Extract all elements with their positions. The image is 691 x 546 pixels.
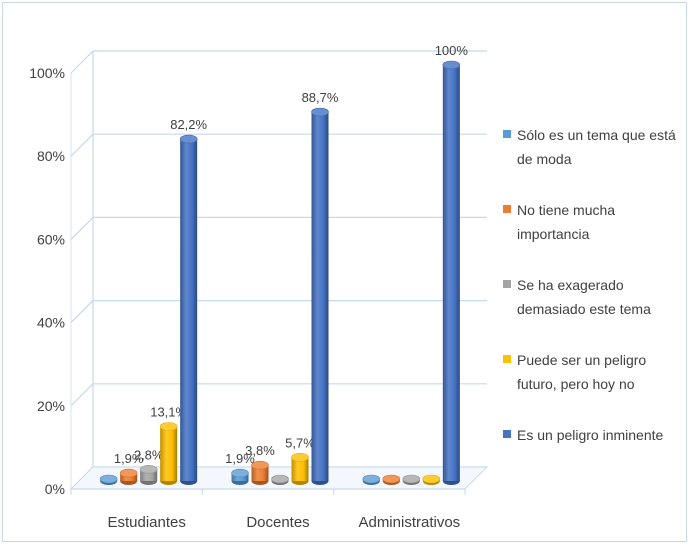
data-label: 88,7% <box>302 90 339 105</box>
legend-item: Se ha exagerado demasiado este tema <box>503 273 683 348</box>
y-tick-label: 80% <box>37 148 65 164</box>
data-label: 100% <box>435 43 469 58</box>
bar <box>160 426 178 481</box>
bar-top <box>99 474 118 484</box>
gridline-side <box>70 383 94 407</box>
bar-top <box>231 468 249 478</box>
legend-swatch <box>503 280 511 288</box>
chart-legend: Sólo es un tema que está de moda No tien… <box>503 123 683 498</box>
bar-top <box>119 468 138 478</box>
bar <box>442 65 460 481</box>
bar-top <box>442 60 461 70</box>
data-label: 1,9% <box>225 451 255 466</box>
y-tick-label: 20% <box>37 398 65 414</box>
bar-top <box>291 452 309 462</box>
y-tick-label: 40% <box>37 315 65 331</box>
y-tick-label: 60% <box>37 231 65 247</box>
legend-label: Se ha exagerado demasiado este tema <box>517 277 651 317</box>
bar-top <box>139 465 158 474</box>
bar <box>291 457 309 481</box>
bar <box>180 139 198 481</box>
bar <box>140 469 158 481</box>
bar-top <box>362 474 381 484</box>
bar-top <box>311 107 329 117</box>
x-category-label: Administrativos <box>358 514 460 531</box>
data-label: 1,9% <box>114 451 144 466</box>
bar-top <box>382 474 401 484</box>
data-label: 5,7% <box>285 435 315 450</box>
legend-swatch <box>503 355 511 363</box>
data-label: 2,8% <box>134 447 164 462</box>
x-category-label: Docentes <box>246 514 309 531</box>
gridline-side <box>70 216 94 240</box>
legend-label: No tiene mucha importancia <box>517 202 616 242</box>
y-tick-label: 100% <box>29 65 65 81</box>
legend-label: Puede ser un peligro futuro, pero hoy no <box>517 352 647 392</box>
legend-swatch <box>503 430 511 438</box>
bar-top <box>402 474 421 484</box>
legend-swatch <box>503 130 511 138</box>
gridline-side <box>70 300 94 324</box>
legend-swatch <box>503 205 511 213</box>
data-label: 13,1% <box>150 405 187 420</box>
bar-chart: 0% 20% 40% 60% 80% 100% Estudiantes Docentes Adm… <box>29 43 489 531</box>
bar-top <box>271 474 289 484</box>
bar-top <box>159 422 178 431</box>
bar-top <box>179 134 198 144</box>
data-label: 3,8% <box>245 443 275 458</box>
legend-item: Sólo es un tema que está de moda <box>503 123 683 198</box>
legend-label: Es un peligro inminente <box>517 427 664 443</box>
bar <box>251 465 269 481</box>
bar-top <box>251 460 269 470</box>
legend-item: Es un peligro inminente <box>503 423 683 498</box>
legend-label: Sólo es un tema que está de moda <box>517 127 676 167</box>
gridline-side <box>70 133 94 157</box>
bar-top <box>422 474 441 484</box>
bar <box>311 112 329 482</box>
x-category-label: Estudiantes <box>107 514 185 531</box>
data-label: 82,2% <box>170 117 207 132</box>
legend-item: No tiene mucha importancia <box>503 198 683 273</box>
gridline-side <box>70 50 94 74</box>
legend-item: Puede ser un peligro futuro, pero hoy no <box>503 348 683 423</box>
y-tick-label: 0% <box>45 481 65 497</box>
